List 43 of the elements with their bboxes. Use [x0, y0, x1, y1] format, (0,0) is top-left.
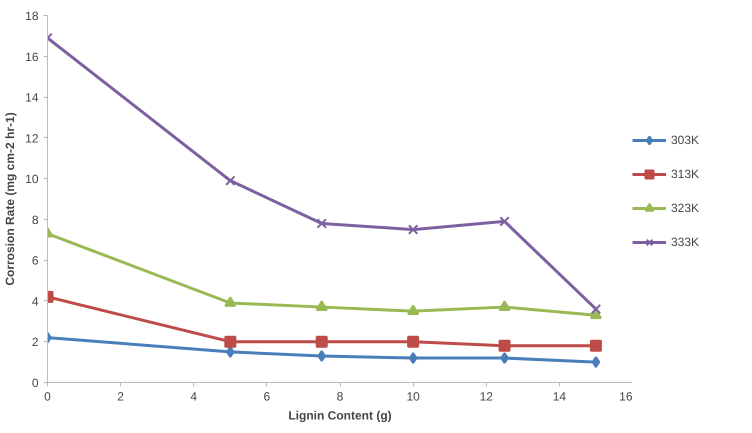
y-tick-label: 14 [25, 90, 39, 105]
point [225, 175, 236, 186]
point [408, 224, 418, 235]
y-axis-title: Corrosion Rate (mg cm-2 hr-1) [3, 112, 18, 286]
point [316, 300, 328, 311]
x-axis-title: Lignin Content (g) [288, 408, 392, 422]
legend-label: 323K [671, 201, 700, 215]
y-tick-label: 2 [32, 335, 39, 350]
x-tick-label: 0 [44, 390, 52, 404]
legend-label: 333K [671, 235, 700, 249]
y-tick-label: 0 [32, 376, 39, 390]
x-tick-label: 16 [619, 390, 633, 404]
point [224, 296, 236, 307]
point [407, 336, 420, 348]
y-tick-label: 18 [25, 9, 39, 23]
x-tick-label: 8 [336, 390, 344, 404]
point [590, 340, 602, 352]
point [408, 352, 418, 364]
x-tick-label: 10 [406, 390, 420, 404]
legend-label: 303K [671, 133, 700, 147]
point [498, 300, 511, 311]
y-tick-label: 12 [25, 131, 39, 146]
x-tick-label: 4 [190, 390, 198, 404]
point [224, 336, 236, 348]
point [316, 336, 328, 348]
point [316, 218, 327, 229]
x-tick-label: 14 [552, 390, 566, 404]
x-tick-label: 2 [117, 390, 124, 404]
y-tick-label: 8 [32, 212, 39, 227]
point [317, 350, 326, 362]
y-tick-label: 16 [25, 50, 39, 64]
point [498, 340, 511, 352]
point [407, 304, 420, 316]
point [499, 216, 510, 227]
point [590, 304, 602, 314]
y-tick-label: 10 [25, 172, 39, 186]
point [592, 356, 600, 368]
x-tick-label: 6 [264, 390, 271, 404]
x-tick-label: 12 [480, 390, 494, 404]
y-tick-label: 6 [32, 254, 39, 268]
y-tick-label: 4 [32, 294, 39, 308]
point [500, 352, 509, 364]
legend-label: 313K [671, 167, 700, 181]
